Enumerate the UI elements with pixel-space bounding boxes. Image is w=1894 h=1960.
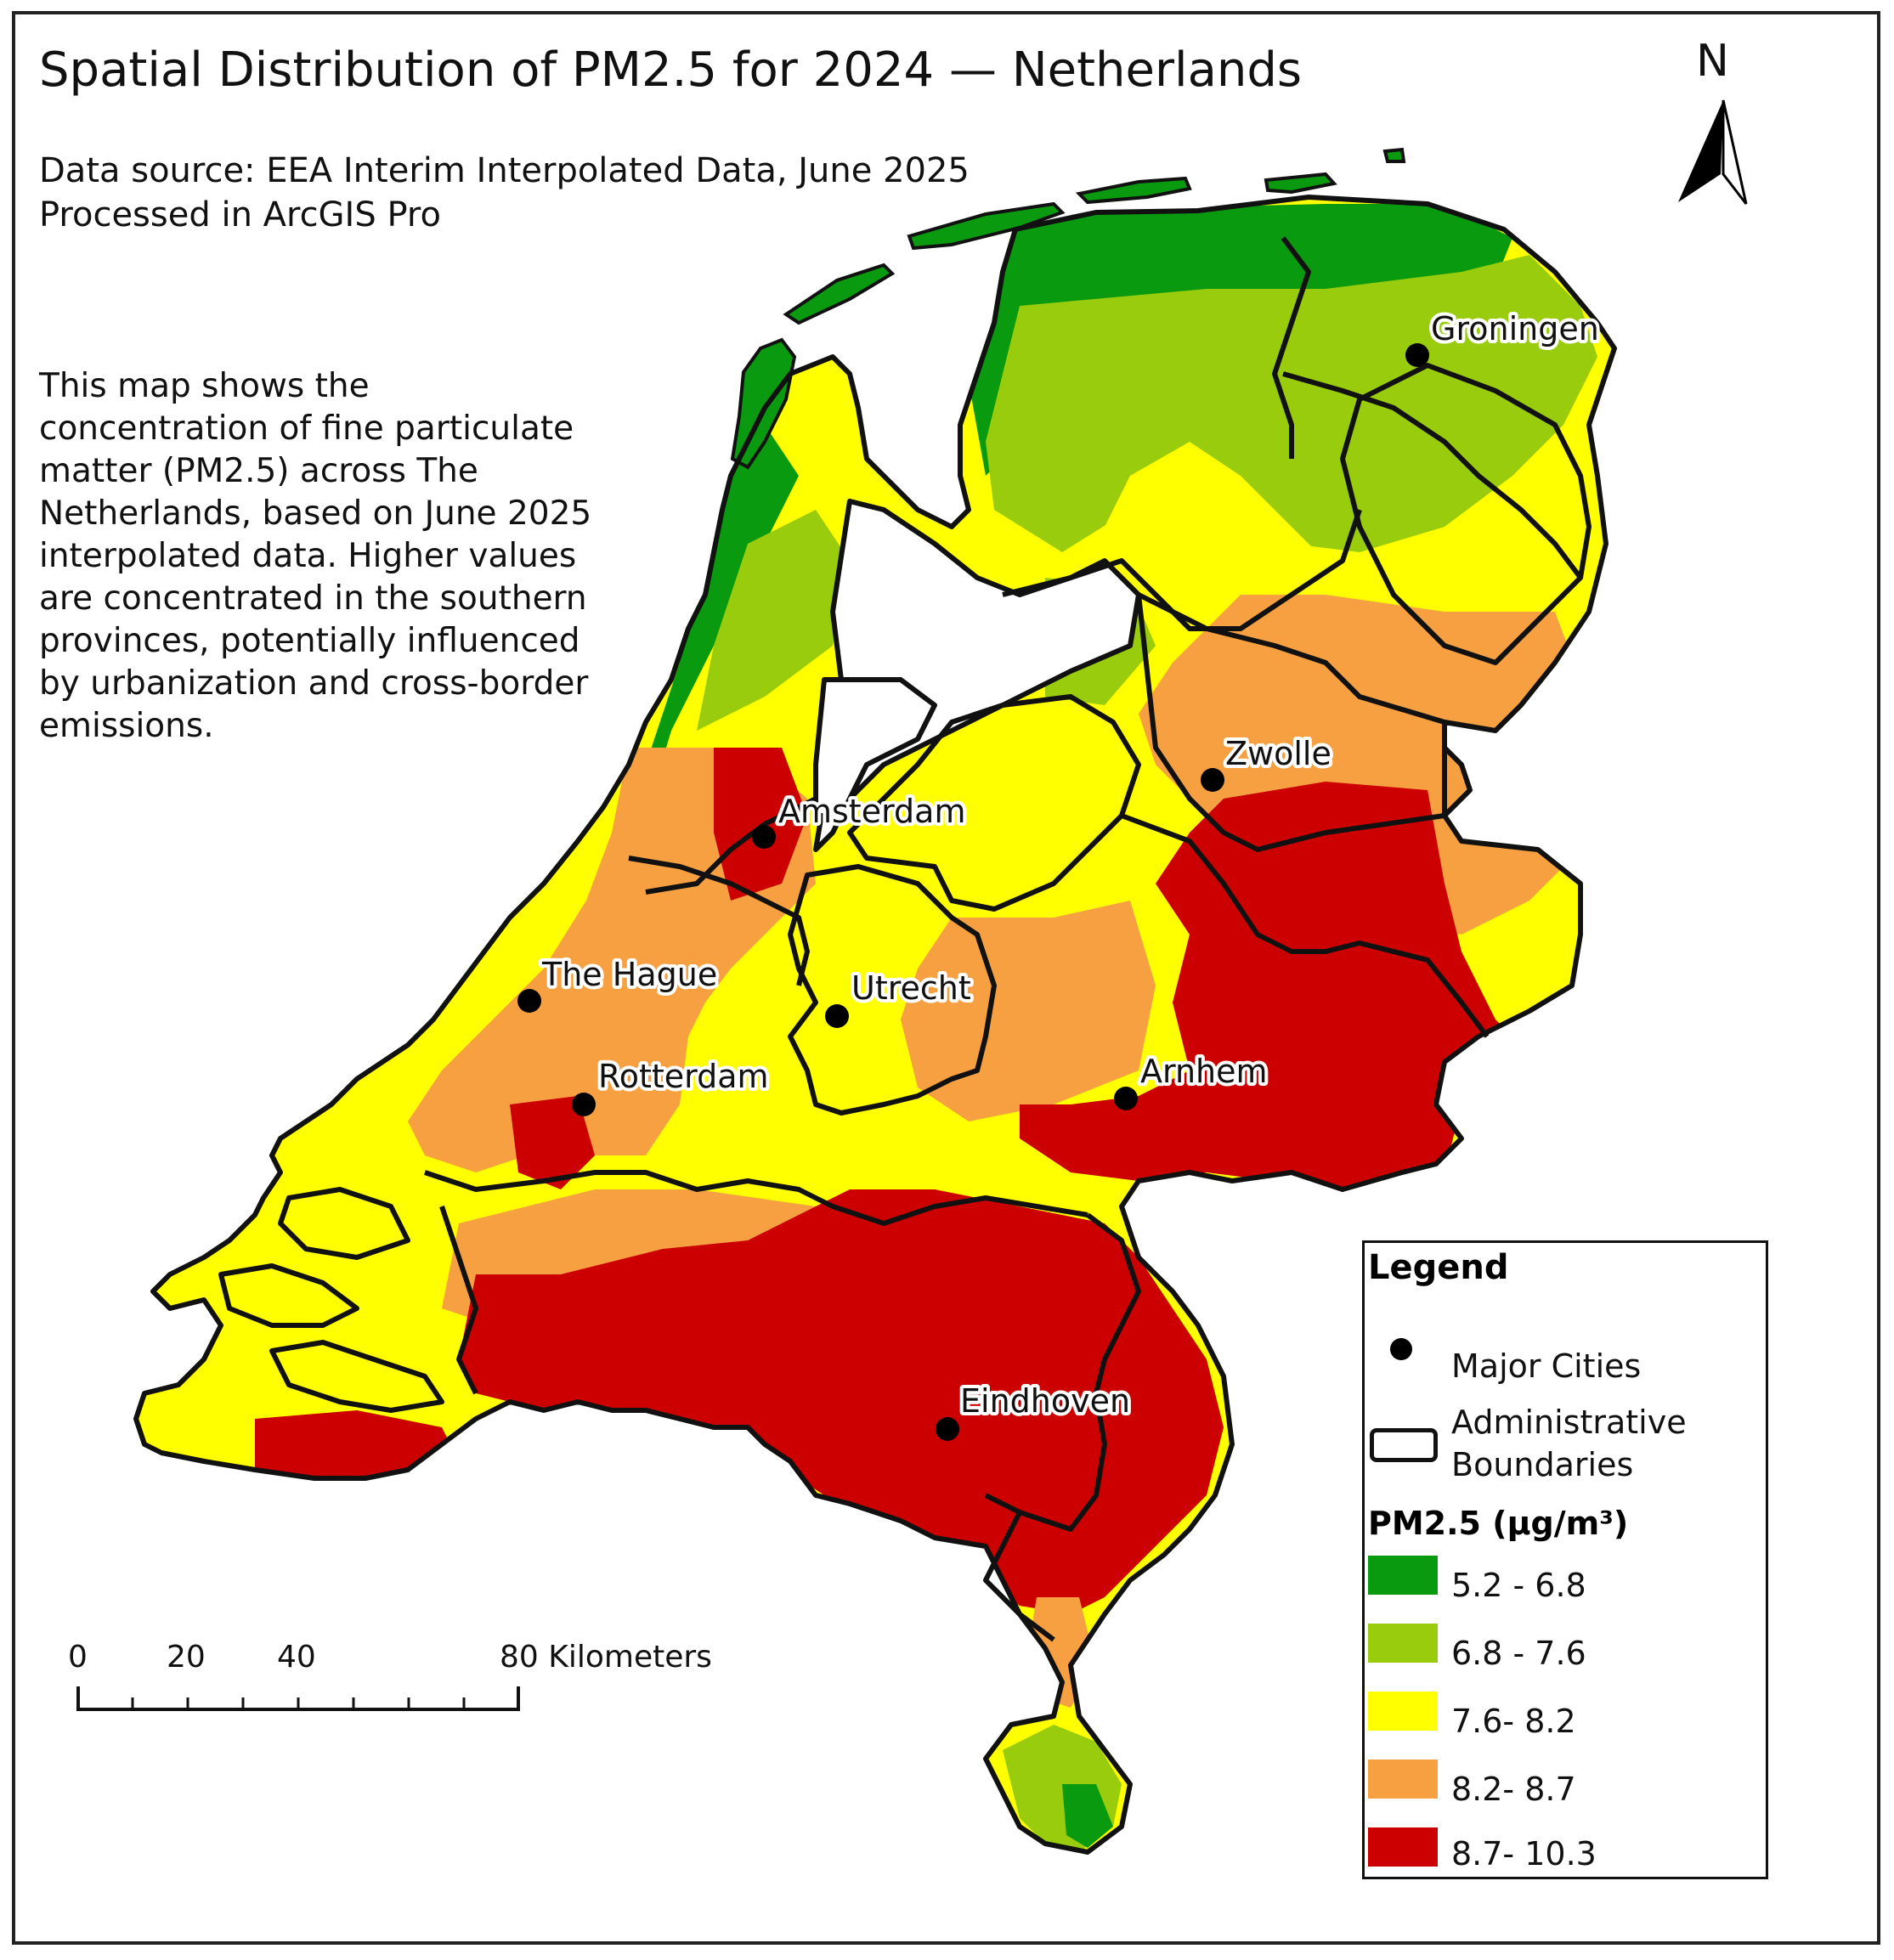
city-marker: [752, 825, 776, 849]
legend-class-5-label: 8.7- 10.3: [1451, 1835, 1597, 1872]
city-rotterdam[interactable]: Rotterdam: [572, 1054, 772, 1116]
groningen-drenthe-border: [1282, 371, 1583, 579]
data-source: Data source: EEA Interim Interpolated Da…: [39, 149, 970, 237]
noord-holland-inner: [645, 796, 817, 895]
city-amsterdam[interactable]: Amsterdam: [752, 789, 969, 849]
zone-green-west-coast: [629, 425, 799, 850]
north-arrow-left: [1678, 100, 1723, 202]
city-arnhem[interactable]: Arnhem: [1114, 1049, 1271, 1110]
north-label: N: [1696, 36, 1729, 87]
city-zwolle[interactable]: Zwolle: [1201, 731, 1335, 792]
scale-label-40: 40: [277, 1640, 316, 1675]
zone-orange-west: [408, 748, 816, 1172]
city-marker: [572, 1093, 596, 1116]
utrecht-outline: [788, 864, 997, 1116]
legend-swatch-4: [1368, 1759, 1438, 1799]
boundary-icon: [1370, 1428, 1438, 1462]
legend-class-1-label: 5.2 - 6.8: [1451, 1567, 1586, 1604]
zone-red-zeeland: [255, 1410, 459, 1478]
source-line-2: Processed in ArcGIS Pro: [39, 195, 441, 234]
map-title: Spatial Distribution of PM2.5 for 2024 —…: [39, 42, 1303, 98]
city-eindhoven[interactable]: Eindhoven: [936, 1379, 1134, 1441]
island-vlieland: [783, 263, 896, 325]
zone-red-east: [1020, 782, 1529, 1189]
city-label-amsterdam: Amsterdam: [778, 793, 965, 830]
limburg-south-border: [983, 1511, 1055, 1642]
brabant-limburg-border: [984, 1212, 1141, 1532]
scale-bar: 0 20 40 80 Kilometers: [68, 1640, 712, 1711]
zuid-holland-south-border: [424, 1170, 1088, 1226]
country-outline: [133, 195, 1617, 1855]
major-cities: Groningen Zwolle Amsterdam The Hague Utr…: [517, 307, 1603, 1441]
zeeland-brabant-border: [439, 1206, 478, 1395]
legend-boundaries-label-2: Boundaries: [1451, 1446, 1634, 1483]
map-frame: [12, 11, 1880, 1945]
city-the-hague[interactable]: The Hague: [517, 952, 721, 1013]
legend-swatch-1: [1368, 1556, 1438, 1595]
zone-light-green-west: [697, 510, 850, 731]
legend-swatch-5: [1368, 1827, 1438, 1867]
city-label-zwolle: Zwolle: [1225, 735, 1331, 772]
zeeland-islands: [218, 1187, 444, 1413]
city-marker: [825, 1004, 849, 1028]
legend: Legend Major Cities Administrative Bound…: [1362, 1240, 1768, 1879]
city-utrecht[interactable]: Utrecht: [825, 966, 975, 1028]
city-label-eindhoven: Eindhoven: [960, 1382, 1130, 1420]
drenthe-outline: [1340, 363, 1592, 665]
administrative-boundaries: [133, 195, 1617, 1855]
city-marker: [1114, 1087, 1138, 1110]
zone-yellow-north: [1096, 442, 1326, 612]
noord-zuid-holland-border: [628, 856, 810, 986]
source-line-1: Data source: EEA Interim Interpolated Da…: [39, 151, 970, 190]
city-marker: [1201, 768, 1224, 792]
friesland-groningen-border: [1272, 236, 1311, 459]
legend-boundaries-label-1: Administrative: [1451, 1404, 1687, 1441]
legend-pm25-heading: PM2.5 (µg/m³): [1368, 1505, 1629, 1542]
zone-red-rotterdam: [510, 1096, 595, 1189]
wadden-islands: [730, 147, 1406, 470]
island-schiermonnikoog: [1264, 172, 1337, 195]
overijssel-outline: [1136, 592, 1447, 852]
gelderland-north-border: [1120, 813, 1490, 1038]
city-marker: [517, 989, 541, 1013]
legend-cities-label: Major Cities: [1451, 1347, 1642, 1385]
zone-green-limburg: [1062, 1784, 1113, 1848]
legend-title: Legend: [1368, 1248, 1509, 1287]
scale-label-20: 20: [167, 1640, 206, 1675]
north-arrow-icon: [1678, 99, 1748, 205]
city-marker-icon: [1390, 1338, 1412, 1360]
island-rottumeroog: [1382, 147, 1406, 163]
legend-swatch-3: [1368, 1692, 1438, 1731]
map-description: This map shows the concentration of fine…: [39, 367, 592, 745]
city-label-groningen: Groningen: [1431, 310, 1599, 347]
scale-label-80: 80 Kilometers: [500, 1640, 712, 1675]
city-groningen[interactable]: Groningen: [1405, 307, 1603, 367]
legend-swatch-2: [1368, 1624, 1438, 1663]
legend-class-2-label: 6.8 - 7.6: [1451, 1635, 1586, 1672]
city-marker: [936, 1417, 959, 1441]
zone-red-south: [459, 1189, 1224, 1614]
markermeer-outline: [813, 677, 937, 818]
friesland-south-border: [1002, 509, 1362, 631]
city-marker: [1405, 343, 1429, 367]
legend-class-3-label: 7.6- 8.2: [1451, 1703, 1576, 1740]
city-label-the-hague: The Hague: [541, 956, 717, 993]
island-terschelling: [907, 201, 1066, 251]
zone-orange-gelderland: [901, 901, 1156, 1121]
island-texel: [730, 337, 797, 470]
city-label-utrecht: Utrecht: [851, 969, 971, 1007]
city-label-arnhem: Arnhem: [1140, 1053, 1268, 1090]
flevoland-outline: [847, 694, 1141, 912]
legend-class-4-label: 8.2- 8.7: [1451, 1771, 1576, 1808]
city-label-rotterdam: Rotterdam: [598, 1058, 769, 1095]
scale-bar-minor-ticks: [131, 1697, 466, 1709]
north-arrow-right: [1722, 99, 1748, 205]
island-ameland: [1075, 176, 1192, 205]
scale-label-0: 0: [68, 1640, 88, 1675]
